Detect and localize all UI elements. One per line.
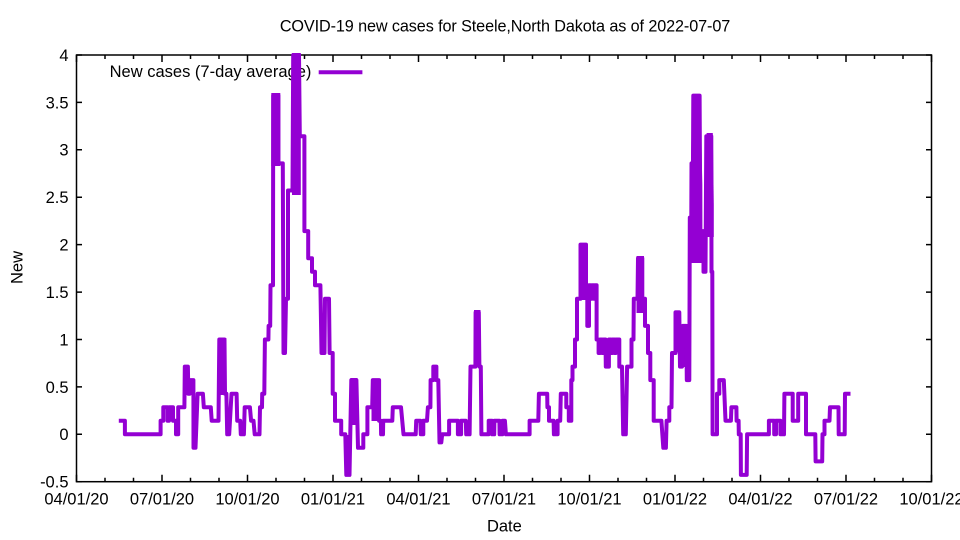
svg-text:3.5: 3.5 bbox=[46, 94, 69, 112]
svg-text:07/01/21: 07/01/21 bbox=[472, 491, 536, 509]
svg-text:4: 4 bbox=[59, 47, 68, 65]
svg-text:New: New bbox=[9, 251, 27, 284]
svg-text:2.5: 2.5 bbox=[46, 189, 69, 207]
svg-text:10/01/22: 10/01/22 bbox=[899, 491, 960, 509]
svg-text:COVID-19 new cases for Steele,: COVID-19 new cases for Steele,North Dako… bbox=[280, 17, 730, 35]
svg-text:0.5: 0.5 bbox=[46, 379, 69, 397]
svg-text:-0.5: -0.5 bbox=[40, 474, 68, 492]
svg-text:10/01/20: 10/01/20 bbox=[215, 491, 279, 509]
svg-text:04/01/21: 04/01/21 bbox=[386, 491, 450, 509]
svg-text:0: 0 bbox=[59, 426, 68, 444]
svg-text:07/01/20: 07/01/20 bbox=[130, 491, 194, 509]
svg-text:3: 3 bbox=[59, 142, 68, 160]
svg-text:10/01/21: 10/01/21 bbox=[557, 491, 621, 509]
svg-text:04/01/20: 04/01/20 bbox=[44, 491, 108, 509]
svg-text:07/01/22: 07/01/22 bbox=[814, 491, 878, 509]
svg-text:04/01/22: 04/01/22 bbox=[728, 491, 792, 509]
svg-text:01/01/21: 01/01/21 bbox=[301, 491, 365, 509]
svg-text:New cases (7-day average): New cases (7-day average) bbox=[110, 63, 312, 81]
svg-text:1.5: 1.5 bbox=[46, 284, 69, 302]
svg-text:2: 2 bbox=[59, 237, 68, 255]
svg-text:01/01/22: 01/01/22 bbox=[643, 491, 707, 509]
svg-text:1: 1 bbox=[59, 331, 68, 349]
svg-text:Date: Date bbox=[487, 518, 522, 536]
